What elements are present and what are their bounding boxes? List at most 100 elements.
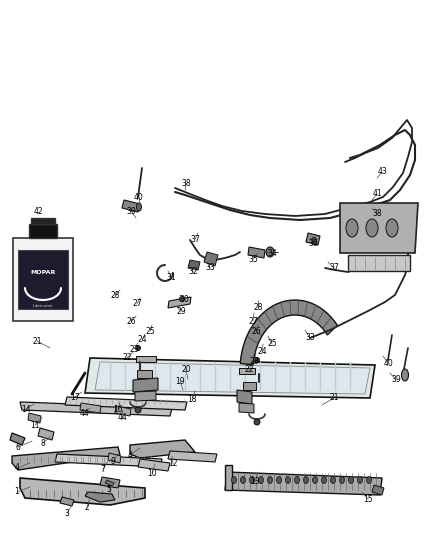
- Polygon shape: [348, 255, 410, 271]
- Ellipse shape: [312, 477, 318, 483]
- Text: 18: 18: [187, 394, 197, 403]
- Polygon shape: [239, 403, 254, 413]
- Polygon shape: [115, 406, 131, 416]
- Polygon shape: [80, 403, 101, 413]
- Text: 13: 13: [250, 478, 260, 487]
- Text: 29: 29: [176, 306, 186, 316]
- Ellipse shape: [180, 296, 184, 302]
- Text: 3: 3: [64, 508, 70, 518]
- Text: 44: 44: [117, 414, 127, 423]
- Text: 17: 17: [70, 392, 80, 401]
- Polygon shape: [18, 250, 68, 309]
- Ellipse shape: [254, 419, 260, 425]
- Text: 27: 27: [248, 317, 258, 326]
- Text: 4: 4: [127, 450, 132, 459]
- Text: 12: 12: [168, 459, 178, 469]
- Text: 39: 39: [126, 206, 136, 215]
- Polygon shape: [135, 391, 156, 401]
- Polygon shape: [85, 492, 115, 502]
- Polygon shape: [133, 378, 158, 392]
- Polygon shape: [100, 477, 120, 488]
- Text: 21: 21: [32, 336, 42, 345]
- Text: 33: 33: [205, 263, 215, 272]
- Ellipse shape: [386, 219, 398, 237]
- Text: 40: 40: [134, 192, 144, 201]
- Polygon shape: [108, 453, 121, 463]
- Ellipse shape: [321, 477, 326, 483]
- Ellipse shape: [240, 477, 246, 483]
- Text: 25: 25: [145, 327, 155, 335]
- Text: 38: 38: [181, 179, 191, 188]
- Polygon shape: [372, 485, 384, 495]
- Polygon shape: [204, 252, 218, 266]
- Polygon shape: [55, 454, 162, 467]
- Ellipse shape: [232, 477, 237, 483]
- Text: 22: 22: [122, 353, 132, 362]
- Ellipse shape: [258, 477, 264, 483]
- Ellipse shape: [137, 203, 141, 211]
- Ellipse shape: [268, 477, 272, 483]
- Polygon shape: [105, 480, 114, 486]
- Polygon shape: [225, 465, 232, 490]
- Polygon shape: [248, 247, 265, 258]
- Polygon shape: [136, 356, 156, 362]
- Text: 31: 31: [166, 272, 176, 281]
- Text: 11: 11: [30, 421, 40, 430]
- Text: 15: 15: [363, 495, 373, 504]
- Text: 37: 37: [329, 263, 339, 272]
- Text: 16: 16: [113, 406, 123, 415]
- Polygon shape: [38, 428, 54, 440]
- Text: 32: 32: [188, 268, 198, 277]
- Text: 20: 20: [181, 366, 191, 375]
- Polygon shape: [130, 440, 195, 458]
- Text: 43: 43: [377, 167, 387, 176]
- Text: 39: 39: [391, 376, 401, 384]
- Polygon shape: [306, 233, 320, 245]
- Polygon shape: [168, 451, 217, 462]
- Text: 27: 27: [132, 300, 142, 309]
- Text: 7: 7: [101, 464, 106, 473]
- Ellipse shape: [286, 477, 290, 483]
- Polygon shape: [35, 268, 70, 295]
- Polygon shape: [28, 413, 41, 423]
- Ellipse shape: [250, 477, 254, 483]
- Polygon shape: [240, 300, 337, 365]
- Polygon shape: [29, 224, 57, 238]
- Polygon shape: [243, 382, 256, 390]
- Ellipse shape: [349, 477, 353, 483]
- Text: 26: 26: [126, 318, 136, 327]
- Ellipse shape: [366, 219, 378, 237]
- Polygon shape: [31, 218, 55, 224]
- Text: 41: 41: [372, 190, 382, 198]
- Ellipse shape: [135, 345, 141, 351]
- Text: 19: 19: [175, 376, 185, 385]
- Text: 8: 8: [41, 439, 46, 448]
- Text: 40: 40: [383, 359, 393, 367]
- Text: 30: 30: [179, 295, 189, 304]
- Polygon shape: [85, 358, 375, 398]
- Text: 24: 24: [137, 335, 147, 344]
- Text: 26: 26: [251, 327, 261, 336]
- Ellipse shape: [357, 477, 363, 483]
- Polygon shape: [188, 260, 200, 270]
- Polygon shape: [137, 370, 152, 378]
- Ellipse shape: [311, 238, 317, 245]
- Text: 23: 23: [129, 344, 139, 353]
- Text: 5: 5: [106, 486, 111, 495]
- Text: 28: 28: [253, 303, 263, 312]
- Text: 35: 35: [248, 254, 258, 263]
- Text: 22: 22: [244, 366, 254, 375]
- Ellipse shape: [402, 369, 409, 381]
- Ellipse shape: [304, 477, 308, 483]
- Text: 28: 28: [110, 290, 120, 300]
- Polygon shape: [10, 433, 25, 445]
- Text: 4: 4: [14, 464, 19, 472]
- Ellipse shape: [331, 477, 336, 483]
- Polygon shape: [20, 402, 172, 416]
- Ellipse shape: [135, 407, 141, 413]
- Polygon shape: [340, 203, 418, 253]
- Ellipse shape: [367, 477, 371, 483]
- Polygon shape: [225, 472, 382, 495]
- Ellipse shape: [339, 477, 345, 483]
- Text: 2: 2: [85, 503, 89, 512]
